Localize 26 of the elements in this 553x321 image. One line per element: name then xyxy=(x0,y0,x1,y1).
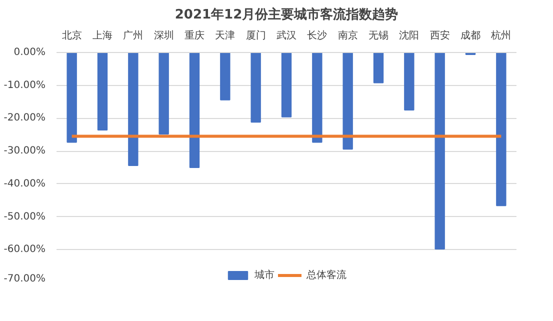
y-tick-label: -10.00% xyxy=(4,80,46,91)
x-tick-label: 无锡 xyxy=(368,30,388,42)
y-tick-label: -60.00% xyxy=(4,244,46,256)
y-tick-label: -30.00% xyxy=(4,146,46,157)
x-tick-label: 广州 xyxy=(123,30,144,42)
x-tick-label: 深圳 xyxy=(154,30,174,42)
x-tick-label: 北京 xyxy=(62,30,82,42)
x-tick-label: 长沙 xyxy=(307,30,328,42)
y-tick-label: -40.00% xyxy=(4,178,46,190)
y-tick-label: -20.00% xyxy=(4,112,46,124)
x-tick-label: 武汉 xyxy=(276,30,296,42)
y-tick-label: -70.00% xyxy=(4,274,46,284)
x-tick-label: 上海 xyxy=(92,30,112,42)
x-tick-label: 西安 xyxy=(430,30,450,42)
chart-title: 2021年12月份主要城市客流指数趋势 xyxy=(174,6,398,22)
y-tick-label: 0.00% xyxy=(14,47,46,58)
x-tick-label: 南京 xyxy=(338,30,358,42)
x-tick-label: 杭州 xyxy=(490,30,512,42)
x-tick-label: 厦门 xyxy=(246,30,266,42)
legend-label: 总体客流 xyxy=(306,268,346,282)
x-tick-label: 天津 xyxy=(215,30,236,42)
legend-label: 城市 xyxy=(254,268,274,282)
x-tick-label: 成都 xyxy=(460,30,480,42)
x-tick-label: 沈阳 xyxy=(399,30,420,42)
y-tick-label: -50.00% xyxy=(4,211,46,222)
x-tick-label: 重庆 xyxy=(184,30,204,42)
